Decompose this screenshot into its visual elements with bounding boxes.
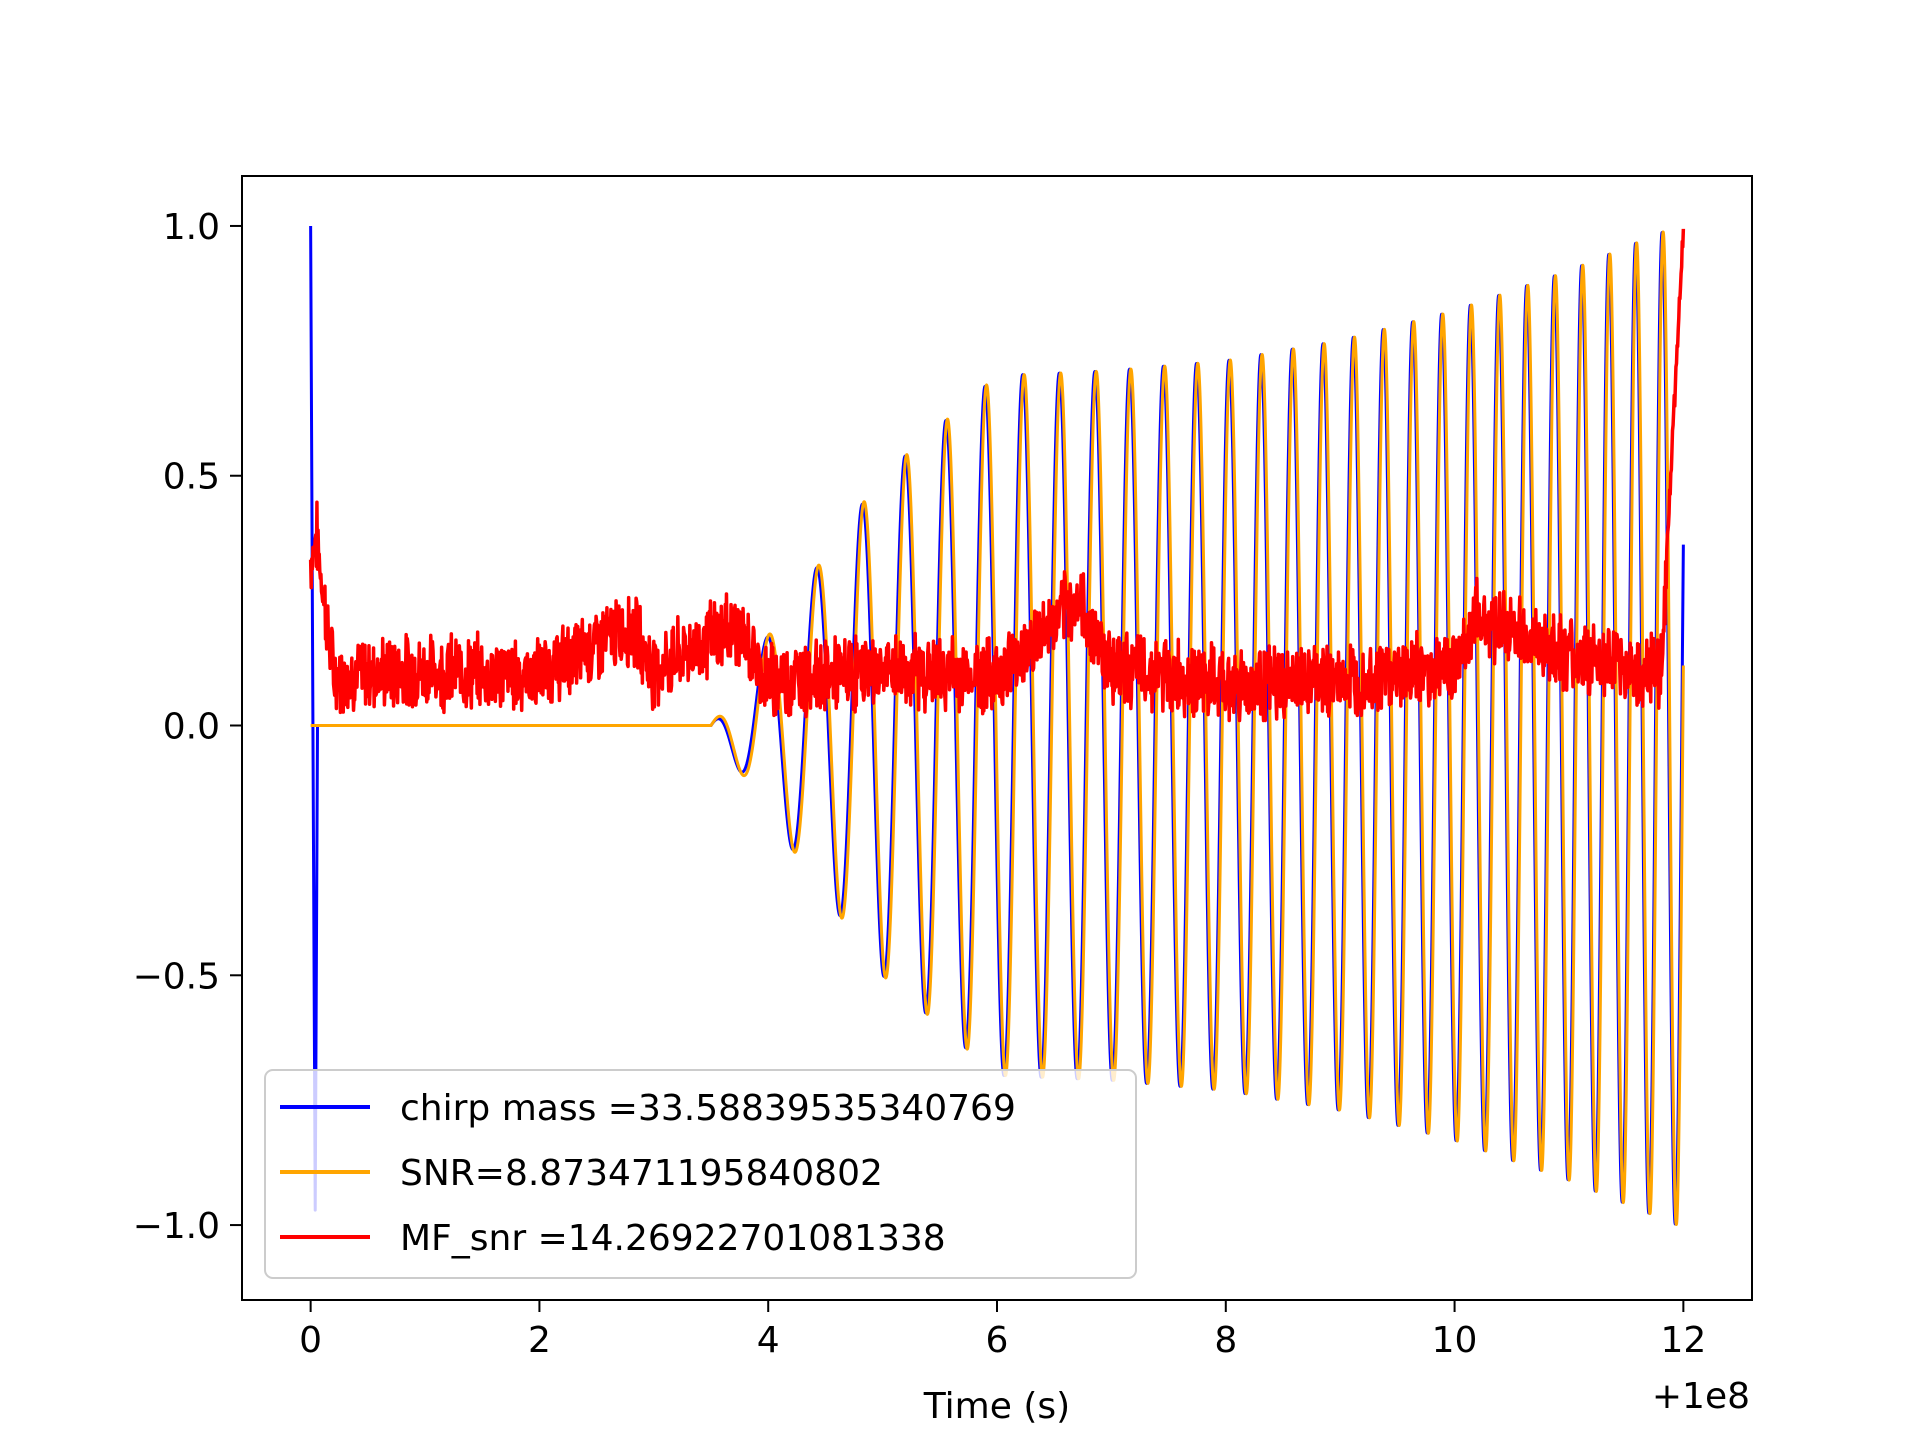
x-tick-label: 0 xyxy=(299,1320,322,1361)
series-layer xyxy=(308,225,1686,1227)
x-tick-label: 10 xyxy=(1432,1320,1478,1361)
x-tick-label: 8 xyxy=(1214,1320,1237,1361)
legend: chirp mass =33.58839535340769 SNR=8.8734… xyxy=(264,1069,1137,1279)
x-tick-label: 12 xyxy=(1660,1320,1706,1361)
y-tick-label: 1.0 xyxy=(163,207,220,248)
y-axis-ticks: 1.0 0.5 0.0 −0.5 −1.0 xyxy=(133,207,242,1247)
x-tick-label: 6 xyxy=(986,1320,1009,1361)
x-axis-ticks: 0 2 4 6 8 10 12 xyxy=(299,1300,1706,1361)
x-offset-label: +1e8 xyxy=(1652,1376,1750,1417)
legend-label-chirp-mass: chirp mass =33.58839535340769 xyxy=(400,1088,1016,1129)
legend-label-snr: SNR=8.873471195840802 xyxy=(400,1153,883,1194)
series-line-snr xyxy=(310,230,1685,1227)
y-tick-label: −1.0 xyxy=(133,1206,220,1247)
x-tick-label: 2 xyxy=(528,1320,551,1361)
y-tick-label: 0.0 xyxy=(163,707,220,748)
x-tick-label: 4 xyxy=(757,1320,780,1361)
y-tick-label: 0.5 xyxy=(163,457,220,498)
legend-label-mf-snr: MF_snr =14.26922701081338 xyxy=(400,1218,946,1259)
series-line-mf-snr xyxy=(308,228,1686,723)
x-axis-label: Time (s) xyxy=(923,1386,1070,1427)
y-tick-label: −0.5 xyxy=(133,956,220,997)
legend-box xyxy=(264,1069,1137,1279)
